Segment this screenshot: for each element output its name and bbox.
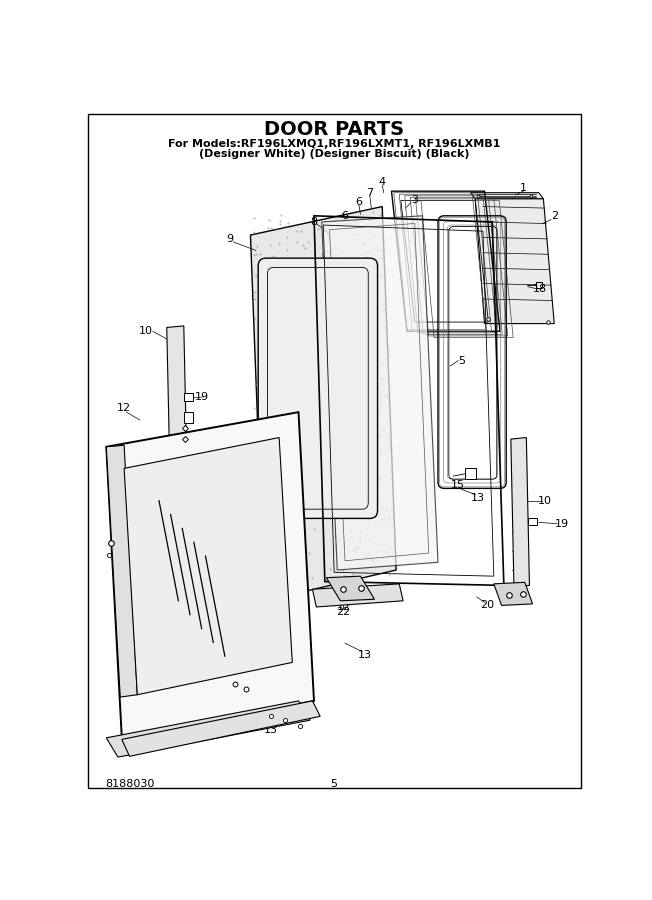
Polygon shape — [321, 216, 438, 570]
Text: 15: 15 — [451, 481, 465, 491]
Text: 4: 4 — [379, 177, 386, 187]
Text: 13: 13 — [471, 492, 485, 502]
Polygon shape — [122, 701, 320, 756]
Text: 14: 14 — [200, 668, 214, 679]
Polygon shape — [475, 199, 554, 324]
Text: 19: 19 — [555, 518, 569, 529]
Polygon shape — [259, 258, 378, 514]
Text: 6: 6 — [342, 211, 349, 220]
Text: DOOR PARTS: DOOR PARTS — [264, 120, 404, 140]
Text: 13: 13 — [358, 650, 372, 660]
Bar — [184, 393, 193, 400]
Polygon shape — [471, 193, 543, 199]
Text: 2: 2 — [551, 211, 558, 220]
Text: 12: 12 — [336, 602, 351, 612]
Polygon shape — [312, 584, 403, 607]
Polygon shape — [327, 576, 374, 601]
FancyBboxPatch shape — [258, 258, 378, 518]
Text: 7: 7 — [366, 188, 374, 198]
Text: 5: 5 — [458, 356, 465, 365]
Text: 1: 1 — [520, 183, 527, 194]
Text: 13: 13 — [123, 580, 136, 590]
Polygon shape — [167, 326, 188, 541]
Text: 5: 5 — [331, 779, 338, 789]
Polygon shape — [511, 437, 529, 587]
Text: 10: 10 — [139, 327, 153, 337]
Text: 8: 8 — [310, 217, 318, 227]
Text: 18: 18 — [533, 284, 548, 294]
Polygon shape — [250, 207, 396, 601]
Text: 12: 12 — [117, 403, 131, 413]
Text: 19: 19 — [194, 392, 209, 401]
Text: 10: 10 — [538, 496, 552, 506]
Polygon shape — [106, 446, 138, 698]
Text: 6: 6 — [355, 197, 363, 207]
Text: 13: 13 — [263, 725, 278, 735]
Text: 22: 22 — [336, 608, 351, 617]
Text: 8188030: 8188030 — [105, 779, 154, 789]
Text: (Designer White) (Designer Biscuit) (Black): (Designer White) (Designer Biscuit) (Bla… — [199, 149, 469, 159]
Polygon shape — [106, 701, 310, 757]
Polygon shape — [124, 437, 292, 695]
Text: 9: 9 — [227, 234, 234, 244]
Text: 20: 20 — [481, 600, 495, 610]
Bar — [528, 518, 537, 526]
Polygon shape — [494, 582, 533, 606]
Bar — [465, 468, 476, 479]
Polygon shape — [106, 412, 314, 738]
Text: For Models:RF196LXMQ1,RF196LXMT1, RF196LXMB1: For Models:RF196LXMQ1,RF196LXMT1, RF196L… — [168, 140, 500, 149]
Text: 3: 3 — [411, 195, 418, 205]
Text: 13: 13 — [216, 695, 230, 705]
Bar — [184, 412, 193, 423]
Text: 11: 11 — [202, 434, 216, 444]
